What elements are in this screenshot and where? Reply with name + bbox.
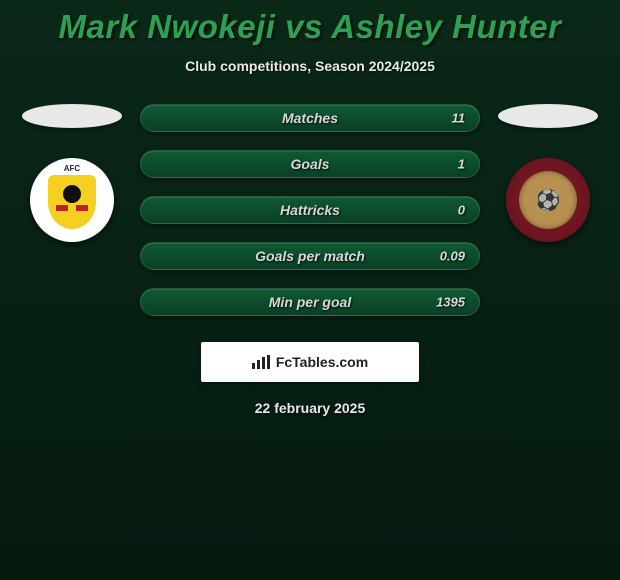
left-score-pill xyxy=(22,104,122,128)
shield-icon xyxy=(48,175,96,229)
right-score-pill xyxy=(498,104,598,128)
stat-label: Hattricks xyxy=(280,202,340,218)
comparison-subtitle: Club competitions, Season 2024/2025 xyxy=(185,58,435,74)
stat-row-goals-per-match: Goals per match 0.09 xyxy=(140,242,480,270)
date-text: 22 february 2025 xyxy=(255,400,366,416)
main-row: Matches 11 Goals 1 Hattricks 0 Goals per… xyxy=(0,104,620,316)
stats-column: Matches 11 Goals 1 Hattricks 0 Goals per… xyxy=(140,104,480,316)
stat-label: Goals per match xyxy=(255,248,365,264)
stat-label: Min per goal xyxy=(269,294,351,310)
stat-row-hattricks: Hattricks 0 xyxy=(140,196,480,224)
brand-box[interactable]: FcTables.com xyxy=(201,342,419,382)
stat-row-matches: Matches 11 xyxy=(140,104,480,132)
comparison-title: Mark Nwokeji vs Ashley Hunter xyxy=(59,8,562,46)
stat-row-min-per-goal: Min per goal 1395 xyxy=(140,288,480,316)
bar-chart-icon xyxy=(252,355,270,369)
stat-value: 1395 xyxy=(436,295,465,310)
stat-label: Goals xyxy=(291,156,330,172)
stat-value: 11 xyxy=(452,111,466,126)
brand-text: FcTables.com xyxy=(276,354,368,370)
right-column xyxy=(498,104,598,242)
left-column xyxy=(22,104,122,242)
stat-value: 0.09 xyxy=(440,249,465,264)
stat-value: 1 xyxy=(458,157,465,172)
ball-icon xyxy=(519,171,577,229)
right-club-badge xyxy=(506,158,590,242)
stat-label: Matches xyxy=(282,110,338,126)
stat-row-goals: Goals 1 xyxy=(140,150,480,178)
stat-value: 0 xyxy=(458,203,465,218)
left-club-badge xyxy=(30,158,114,242)
